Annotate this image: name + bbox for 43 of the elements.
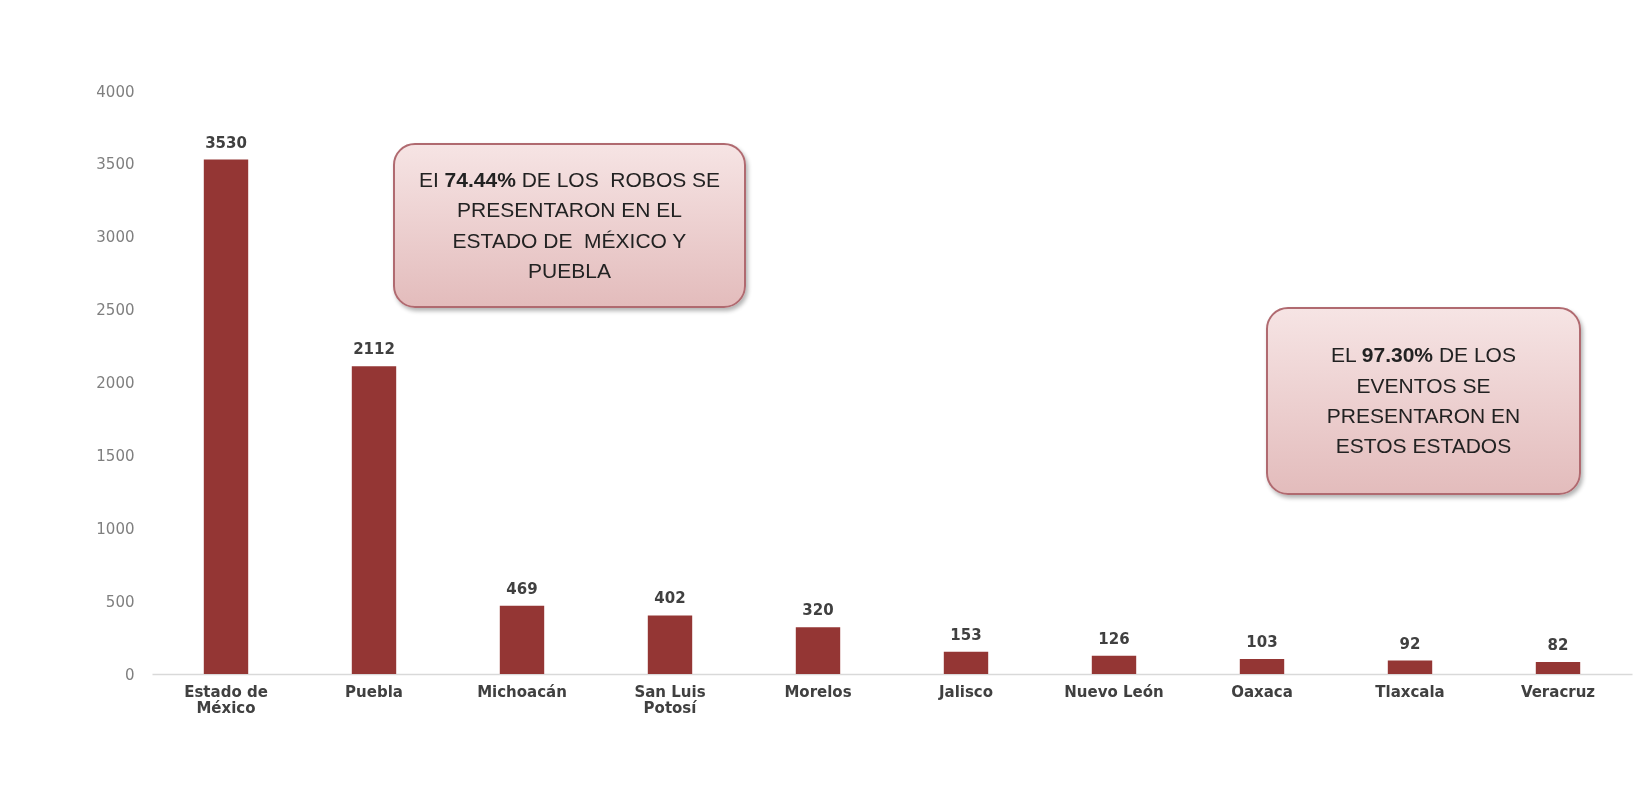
x-tick-label: Jalisco <box>937 682 994 701</box>
data-label: 320 <box>802 601 834 620</box>
data-label: 92 <box>1399 634 1421 653</box>
x-tick-label: Tlaxcala <box>1375 682 1445 701</box>
bar <box>203 159 249 674</box>
y-tick-label: 2000 <box>96 374 135 392</box>
data-label: 402 <box>654 589 686 608</box>
y-tick-label: 3500 <box>96 155 135 174</box>
x-tick-label: San Luis Potosí <box>634 682 706 717</box>
x-tick-label: Puebla <box>345 682 403 701</box>
bar <box>1387 660 1433 674</box>
bar <box>1239 658 1285 674</box>
x-tick-label: Morelos <box>784 682 852 701</box>
data-label: 2112 <box>353 340 395 359</box>
x-tick-label: Michoacán <box>477 682 567 701</box>
x-tick-label: Veracruz <box>1520 682 1596 701</box>
y-tick-label: 500 <box>105 592 135 611</box>
y-tick-label: 2500 <box>96 301 135 320</box>
bar <box>795 627 841 674</box>
y-tick-label: 1500 <box>96 446 135 465</box>
x-tick-label: Oaxaca <box>1231 682 1293 701</box>
y-tick-label: 3000 <box>96 228 135 247</box>
annotation: EI 74.44% DE LOS ROBOS SE PRESENTARON EN EL ESTADO DE MÉXICO Y PUEBLA <box>417 166 722 284</box>
y-tick-label: 0 <box>124 665 135 684</box>
bar <box>499 605 545 674</box>
bar <box>1091 655 1137 674</box>
data-label: 82 <box>1547 636 1569 655</box>
callout-box: EL 97.30% DE LOS EVENTOS SE PRESENTARON EN ESTOS ESTADOS <box>1266 307 1581 495</box>
annotation: EL 97.30% DE LOS EVENTOS SE PRESENTARON EN ESTOS ESTADOS <box>1325 342 1522 460</box>
data-label: 3530 <box>205 133 247 152</box>
x-tick-label: Nuevo León <box>1064 682 1164 701</box>
data-label: 469 <box>506 579 538 598</box>
bar <box>351 366 397 674</box>
callout-box: EI 74.44% DE LOS ROBOS SE PRESENTARON EN EL ESTADO DE MÉXICO Y PUEBLA <box>393 143 746 308</box>
bar <box>1535 662 1581 674</box>
y-tick-label: 4000 <box>96 82 135 101</box>
bar <box>647 615 693 674</box>
y-tick-label: 1000 <box>96 519 135 538</box>
data-label: 103 <box>1246 632 1278 651</box>
data-label: 153 <box>950 625 982 644</box>
data-label: 126 <box>1098 629 1130 648</box>
x-tick-label: Estado de México <box>184 682 268 717</box>
bar <box>943 651 989 674</box>
